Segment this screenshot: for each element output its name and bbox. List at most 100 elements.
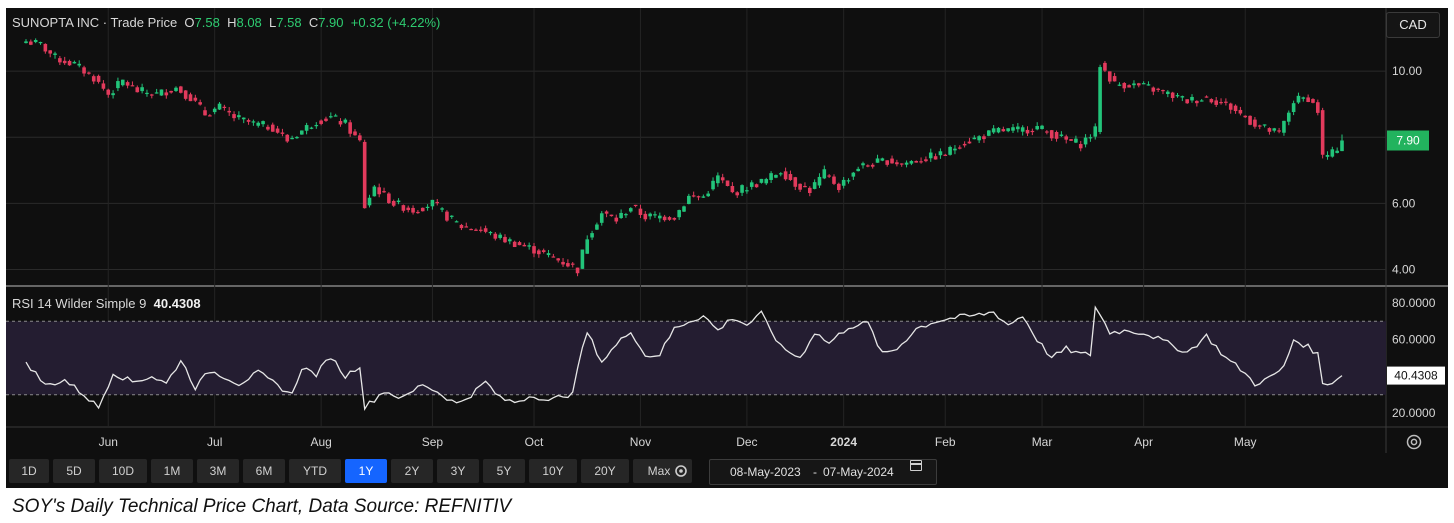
candle-body [425,206,430,208]
candle-body [285,134,290,142]
candle-body [837,183,841,190]
candle-body [135,87,140,93]
candle-body [648,213,652,217]
candle-body [885,160,890,165]
candle-body [290,137,294,140]
candle-body [478,229,483,231]
rsi-last-tag [1387,366,1445,385]
candle-body [251,121,256,123]
candle-body [967,141,972,144]
candle-body [198,102,202,105]
last-price-tag [1387,130,1429,151]
candle-body [1107,71,1112,82]
candle-body [1170,92,1175,98]
candle-body [798,183,802,190]
date-range-picker[interactable]: 08-May-2023 - 07-May-2024 [709,459,937,485]
candle-body [832,176,836,184]
candle-body [33,40,38,43]
candle-body [1282,120,1286,133]
candle-body [662,216,667,221]
candle-body [1301,97,1306,99]
price-tick-label: 4.00 [1392,262,1416,276]
range-button-1y[interactable]: 1Y [345,459,387,483]
candle-body [532,246,536,254]
range-button-ytd[interactable]: YTD [289,459,341,483]
candle-body [396,200,401,203]
candle-body [1059,134,1064,136]
candle-body [474,229,478,231]
price-tick-label: 6.00 [1392,196,1416,210]
candle-body [812,182,817,189]
currency-selector[interactable]: CAD [1386,12,1440,38]
candle-body [77,63,82,66]
gear-icon[interactable] [1404,432,1424,452]
candle-body [764,179,769,184]
range-button-5y[interactable]: 5Y [483,459,525,483]
calendar-icon[interactable] [910,460,922,471]
candle-body [759,178,764,183]
range-button-10y[interactable]: 10Y [529,459,577,483]
candle-body [1330,149,1335,157]
candle-body [445,211,449,221]
candle-body [270,124,275,132]
range-button-5d[interactable]: 5D [53,459,95,483]
candle-body [1161,89,1165,92]
candle-body [706,193,710,197]
candle-body [1011,127,1015,131]
candle-body [483,228,488,232]
candle-body [227,110,232,113]
candle-body [667,217,672,220]
time-tick-label: Nov [630,435,651,449]
range-button-6m[interactable]: 6M [243,459,285,483]
candle-body [1253,119,1257,127]
candle-body [358,135,362,141]
candle-body [783,171,788,180]
candle-body [1040,125,1044,129]
candle-body [517,242,522,246]
candle-body [672,217,677,220]
candle-body [256,122,261,126]
candles-group [24,38,1344,277]
candle-body [1325,154,1330,157]
candle-body [899,163,904,165]
candle-body [1257,125,1262,127]
chart-settings-button[interactable] [670,459,692,483]
candle-body [58,58,62,63]
candle-body [406,207,411,211]
candle-body [449,215,454,217]
time-tick-label: Oct [525,435,544,449]
candle-body [1190,96,1194,101]
candle-body [803,185,807,188]
range-button-3y[interactable]: 3Y [437,459,479,483]
candle-body [454,221,459,223]
close-label: C [308,15,319,30]
open-label: O [184,15,195,30]
range-button-1m[interactable]: 1M [151,459,193,483]
candle-body [1136,83,1141,86]
candle-body [778,173,783,175]
candle-body [1132,83,1136,86]
candle-body [982,136,986,140]
candle-body [72,61,77,64]
candle-body [387,193,391,204]
candle-body [1228,103,1233,110]
candle-body [1286,112,1291,122]
candle-body [841,179,846,186]
candle-body [1035,126,1039,130]
candle-body [29,41,33,45]
candle-body [222,106,227,108]
range-button-10d[interactable]: 10D [99,459,147,483]
candle-body [1146,84,1151,86]
candle-body [1093,126,1098,137]
candle-body [904,162,909,165]
low-value: 7.58 [276,15,302,30]
candle-body [875,158,880,163]
range-button-2y[interactable]: 2Y [391,459,433,483]
range-button-20y[interactable]: 20Y [581,459,629,483]
candle-body [774,174,778,178]
candle-body [101,83,106,89]
candle-body [1272,128,1277,131]
range-button-1d[interactable]: 1D [9,459,49,483]
range-button-3m[interactable]: 3M [197,459,239,483]
candle-body [493,233,498,239]
